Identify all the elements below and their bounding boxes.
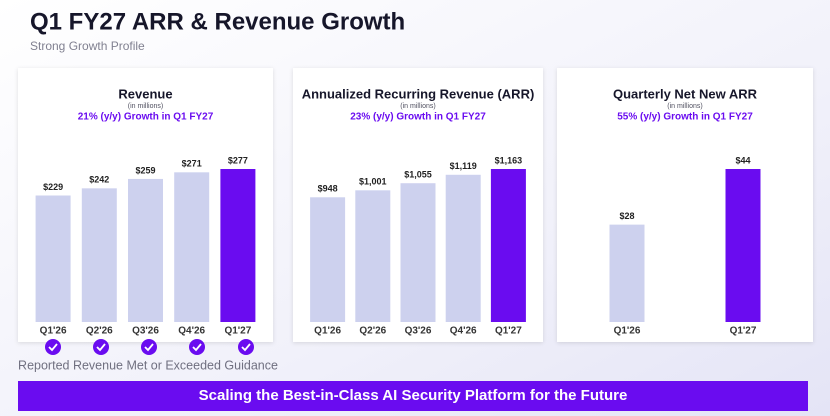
x-tick-label: Q1'26 <box>614 326 641 337</box>
footnote: Reported Revenue Met or Exceeded Guidanc… <box>18 358 278 372</box>
value-label: $1,055 <box>404 170 432 180</box>
chart-subtitle: (in millions) <box>128 103 163 110</box>
check <box>141 339 157 355</box>
x-tick-label: Q1'27 <box>224 326 251 337</box>
bar <box>355 190 391 322</box>
bar <box>490 169 526 322</box>
x-tick-label: Q2'26 <box>359 326 386 337</box>
x-tick-label: Q1'26 <box>40 326 67 337</box>
bar <box>35 195 71 322</box>
banner-bar <box>18 381 808 411</box>
x-tick-label: Q4'26 <box>450 326 477 337</box>
chart-title: Annualized Recurring Revenue (ARR) <box>302 86 535 101</box>
check <box>45 339 61 355</box>
chart-subtitle: (in millions) <box>667 103 702 110</box>
bar <box>174 172 210 322</box>
chart-title: Quarterly Net New ARR <box>613 86 758 101</box>
x-tick-label: Q2'26 <box>86 326 113 337</box>
slide-subtitle: Strong Growth Profile <box>30 39 145 53</box>
slide-title: Q1 FY27 ARR & Revenue Growth <box>30 8 405 35</box>
x-tick-label: Q3'26 <box>132 326 159 337</box>
panel <box>557 68 813 342</box>
check <box>238 339 254 355</box>
value-label: $1,163 <box>495 155 523 165</box>
value-label: $242 <box>89 175 109 185</box>
bar <box>725 169 761 322</box>
check <box>189 339 205 355</box>
bar <box>445 174 481 322</box>
value-label: $271 <box>182 159 202 169</box>
x-tick-label: Q1'27 <box>730 326 757 337</box>
banner-text: Scaling the Best-in-Class AI Security Pl… <box>199 387 628 404</box>
chart-title: Revenue <box>118 86 172 101</box>
bar <box>400 183 436 322</box>
bar <box>81 188 117 322</box>
bar <box>310 197 346 322</box>
bar <box>609 224 645 322</box>
bar <box>220 169 256 322</box>
value-label: $28 <box>619 211 634 221</box>
checkmarks <box>45 339 254 355</box>
value-label: $44 <box>735 155 750 165</box>
bar <box>128 178 163 322</box>
check <box>93 339 109 355</box>
x-tick-label: Q1'27 <box>495 326 522 337</box>
value-label: $1,119 <box>450 161 477 171</box>
chart-annotation: 23% (y/y) Growth in Q1 FY27 <box>350 112 486 123</box>
chart-subtitle: (in millions) <box>400 103 435 110</box>
value-label: $229 <box>43 182 63 192</box>
x-tick-label: Q3'26 <box>405 326 432 337</box>
value-label: $1,001 <box>359 177 387 187</box>
chart-annotation: 21% (y/y) Growth in Q1 FY27 <box>78 112 214 123</box>
x-tick-label: Q1'26 <box>314 326 341 337</box>
value-label: $948 <box>318 184 338 194</box>
chart-annotation: 55% (y/y) Growth in Q1 FY27 <box>617 112 753 123</box>
charts: Revenue (in millions) 21% (y/y) Growth in … <box>18 68 813 342</box>
x-tick-label: Q4'26 <box>178 326 205 337</box>
value-label: $259 <box>135 165 155 175</box>
value-label: $277 <box>228 155 248 165</box>
